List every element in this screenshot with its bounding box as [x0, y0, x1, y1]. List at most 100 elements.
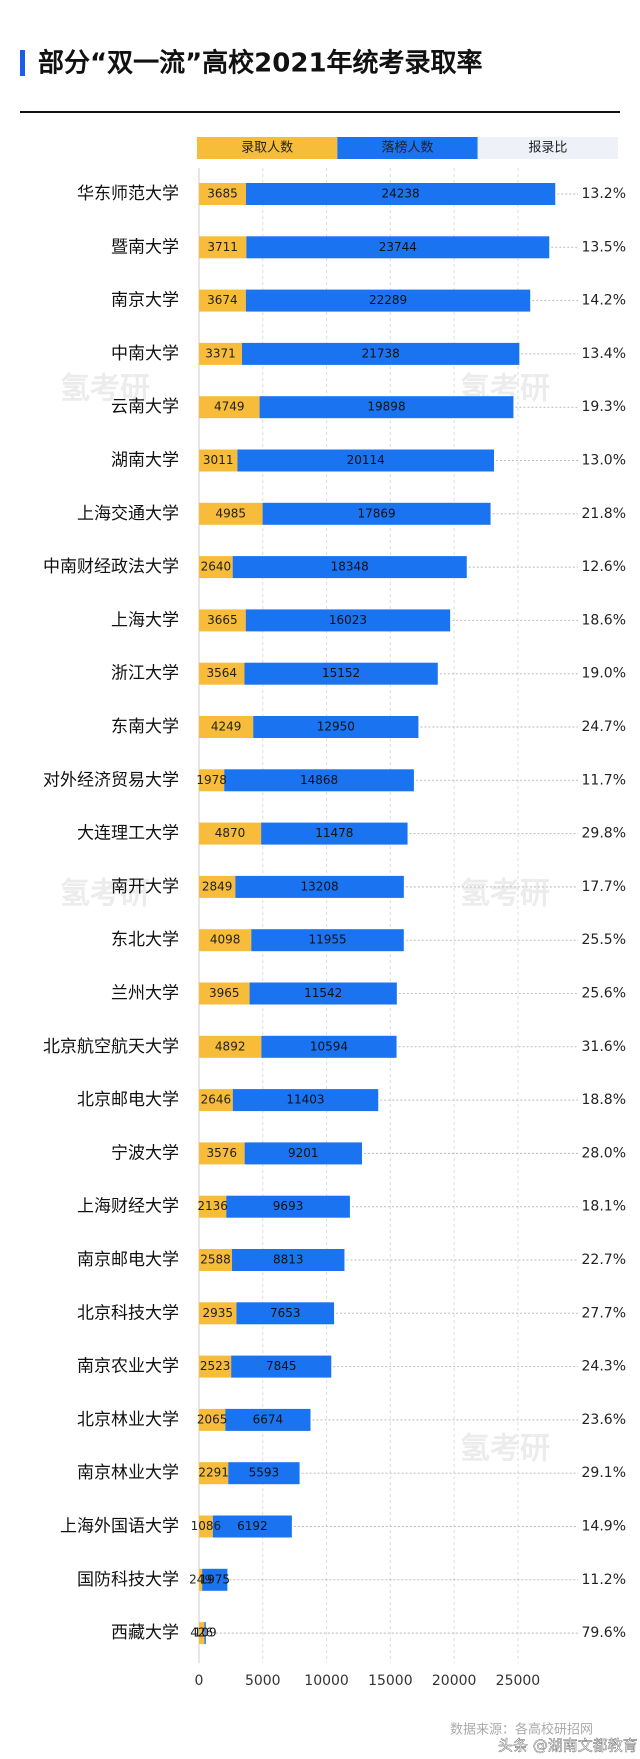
bar-admitted: [199, 875, 236, 898]
value-label: 6192: [237, 1519, 268, 1533]
bar-admitted: [199, 609, 246, 632]
ratio-label: 19.0%: [582, 666, 626, 682]
bar-rejected: [236, 1302, 335, 1325]
value-label: 3674: [207, 293, 238, 307]
legend-swatch: [337, 137, 478, 159]
value-label: 7653: [270, 1306, 301, 1320]
watermark: 氢考研: [60, 877, 150, 912]
value-label: 11542: [304, 986, 342, 1000]
bar-admitted: [199, 662, 245, 685]
value-label: 2849: [202, 879, 233, 893]
y-tick-label: 北京林业大学: [77, 1410, 179, 1430]
y-tick-label: 南京农业大学: [77, 1357, 179, 1377]
value-label: 15152: [322, 666, 360, 680]
legend-label: 录取人数: [241, 141, 293, 156]
bar-rejected: [253, 716, 419, 738]
value-label: 19898: [367, 400, 405, 414]
ratio-label: 28.0%: [582, 1145, 626, 1161]
legend-swatch: [197, 137, 338, 159]
value-label: 3564: [206, 666, 237, 680]
bar-rejected: [261, 1035, 397, 1058]
value-label: 11955: [308, 933, 346, 947]
x-tick-label: 5000: [245, 1673, 281, 1689]
y-tick-label: 南京林业大学: [77, 1463, 179, 1483]
ratio-label: 25.5%: [582, 932, 626, 948]
value-label: 11478: [315, 826, 353, 840]
bar-rejected: [244, 662, 438, 685]
value-label: 4985: [216, 506, 247, 520]
bar-rejected: [246, 183, 556, 205]
bar-rejected: [237, 449, 495, 472]
y-tick-label: 中南财经政法大学: [43, 557, 179, 577]
value-label: 3371: [205, 346, 236, 360]
ratio-label: 29.1%: [582, 1465, 626, 1481]
value-label: 4098: [210, 933, 241, 947]
chart-title: 部分“双一流”高校2021年统考录取率: [38, 48, 483, 79]
bar-rejected: [228, 1462, 300, 1485]
bar-admitted: [199, 1035, 262, 1058]
value-label: 23744: [379, 240, 417, 254]
ratio-label: 11.7%: [582, 772, 626, 788]
bar-admitted: [199, 183, 247, 205]
value-label: 14868: [300, 773, 338, 787]
bar-rejected: [244, 1142, 363, 1165]
credit: 头条 @湖南文都教育: [498, 1737, 638, 1755]
ratio-label: 13.0%: [582, 453, 626, 469]
legend-label: 落榜人数: [381, 140, 433, 156]
bar-rejected: [251, 929, 404, 952]
y-tick-label: 华东师范大学: [77, 184, 179, 204]
value-label: 3965: [209, 986, 240, 1000]
bar-admitted: [199, 716, 254, 738]
bar-admitted: [199, 449, 238, 472]
value-label: 3665: [207, 613, 238, 627]
y-tick-label: 北京科技大学: [77, 1303, 179, 1323]
bar-admitted: [199, 1515, 213, 1538]
y-tick-label: 宁波大学: [111, 1143, 179, 1163]
ratio-label: 13.2%: [582, 186, 626, 202]
bar-rejected: [249, 982, 397, 1005]
bar-rejected: [232, 1089, 379, 1112]
value-label: 2523: [200, 1359, 231, 1373]
ratio-label: 18.8%: [582, 1092, 626, 1108]
bar-admitted: [199, 1408, 226, 1431]
ratio-label: 31.6%: [582, 1039, 626, 1055]
value-label: 5593: [249, 1466, 280, 1480]
bar-rejected: [226, 1195, 350, 1218]
y-tick-label: 云南大学: [111, 397, 179, 417]
x-tick-label: 25000: [496, 1673, 541, 1689]
bar-admitted: [199, 982, 250, 1005]
x-tick-label: 20000: [432, 1673, 477, 1689]
ratio-label: 14.9%: [582, 1519, 626, 1535]
bar-rejected: [242, 342, 520, 365]
watermarks: 氢考研 氢考研 氢考研 氢考研 氢考研: [60, 372, 550, 1467]
ratio-label: 11.2%: [582, 1572, 626, 1588]
bar-admitted: [199, 769, 225, 792]
y-tick-label: 大连理工大学: [77, 824, 179, 844]
x-tick-label: 15000: [368, 1673, 413, 1689]
value-label: 24238: [382, 187, 420, 201]
y-tick-label: 暨南大学: [111, 237, 179, 257]
value-label: 3685: [207, 187, 238, 201]
y-tick-label: 中南大学: [111, 344, 179, 364]
ratio-label: 24.3%: [582, 1359, 626, 1375]
value-label: 9201: [288, 1146, 319, 1160]
value-label: 2935: [202, 1306, 233, 1320]
y-tick-label: 北京邮电大学: [77, 1090, 179, 1110]
value-label: 2136: [197, 1199, 228, 1213]
y-tick-label: 北京航空航天大学: [43, 1037, 179, 1057]
value-label: 17869: [357, 506, 395, 520]
value-label: 11403: [286, 1093, 324, 1107]
value-label: 16023: [329, 613, 367, 627]
ratio-label: 17.7%: [582, 879, 626, 895]
value-label: 18348: [331, 560, 369, 574]
bar-rejected: [232, 1249, 345, 1271]
value-label: 21738: [362, 346, 400, 360]
bar-rejected: [225, 1408, 311, 1431]
value-label: 426: [190, 1626, 213, 1640]
y-tick-label: 湖南大学: [111, 451, 179, 471]
value-label: 9693: [273, 1199, 304, 1213]
title-accent: [20, 50, 25, 76]
ratio-label: 21.8%: [582, 506, 626, 522]
ratio-label: 79.6%: [582, 1625, 626, 1641]
value-label: 20114: [347, 453, 385, 467]
